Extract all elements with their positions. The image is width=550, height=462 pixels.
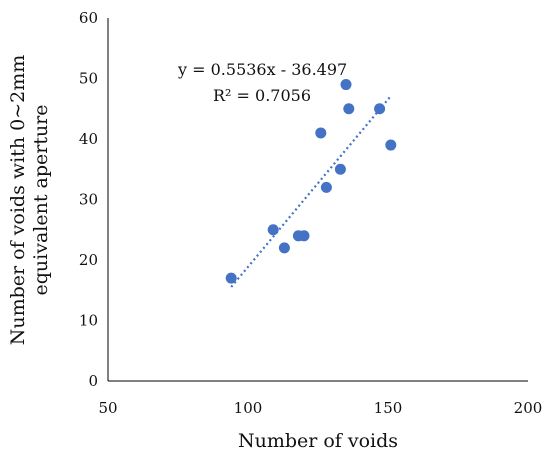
data-point xyxy=(225,272,237,284)
y-axis-title-line-2: equivalent aperture xyxy=(30,104,52,295)
x-tick-label: 50 xyxy=(98,399,117,417)
data-point xyxy=(267,224,279,236)
trendline-equation: y = 0.5536x - 36.497 xyxy=(177,60,347,79)
data-point xyxy=(343,103,355,115)
trendline xyxy=(230,95,392,288)
y-tick-label: 10 xyxy=(79,312,98,330)
data-point xyxy=(385,139,397,151)
trendline-layer xyxy=(230,95,392,288)
y-tick-label: 50 xyxy=(79,70,98,88)
x-axis-title: Number of voids xyxy=(238,430,398,452)
y-tick-label: 0 xyxy=(88,372,98,390)
data-point xyxy=(334,163,346,175)
data-point xyxy=(340,79,352,91)
data-point xyxy=(278,242,290,254)
data-point xyxy=(320,181,332,193)
x-tick-label: 150 xyxy=(374,399,403,417)
trendline-r-squared: R² = 0.7056 xyxy=(213,86,311,105)
data-point xyxy=(315,127,327,139)
y-axis-title-line-1: Number of voids with 0~2mm xyxy=(7,55,29,346)
x-tick-label: 200 xyxy=(514,399,543,417)
y-tick-label: 20 xyxy=(79,251,98,269)
data-point xyxy=(374,103,386,115)
data-point xyxy=(298,230,310,242)
data-points xyxy=(225,79,397,284)
axis-ticks: 50 100 150 200 0 10 20 30 40 50 60 xyxy=(79,9,542,417)
y-tick-label: 40 xyxy=(79,130,98,148)
y-tick-label: 30 xyxy=(79,191,98,209)
y-tick-label: 60 xyxy=(79,9,98,27)
y-axis-title: Number of voids with 0~2mm equivalent ap… xyxy=(7,55,52,346)
plot-area xyxy=(107,18,528,382)
x-tick-label: 100 xyxy=(234,399,263,417)
